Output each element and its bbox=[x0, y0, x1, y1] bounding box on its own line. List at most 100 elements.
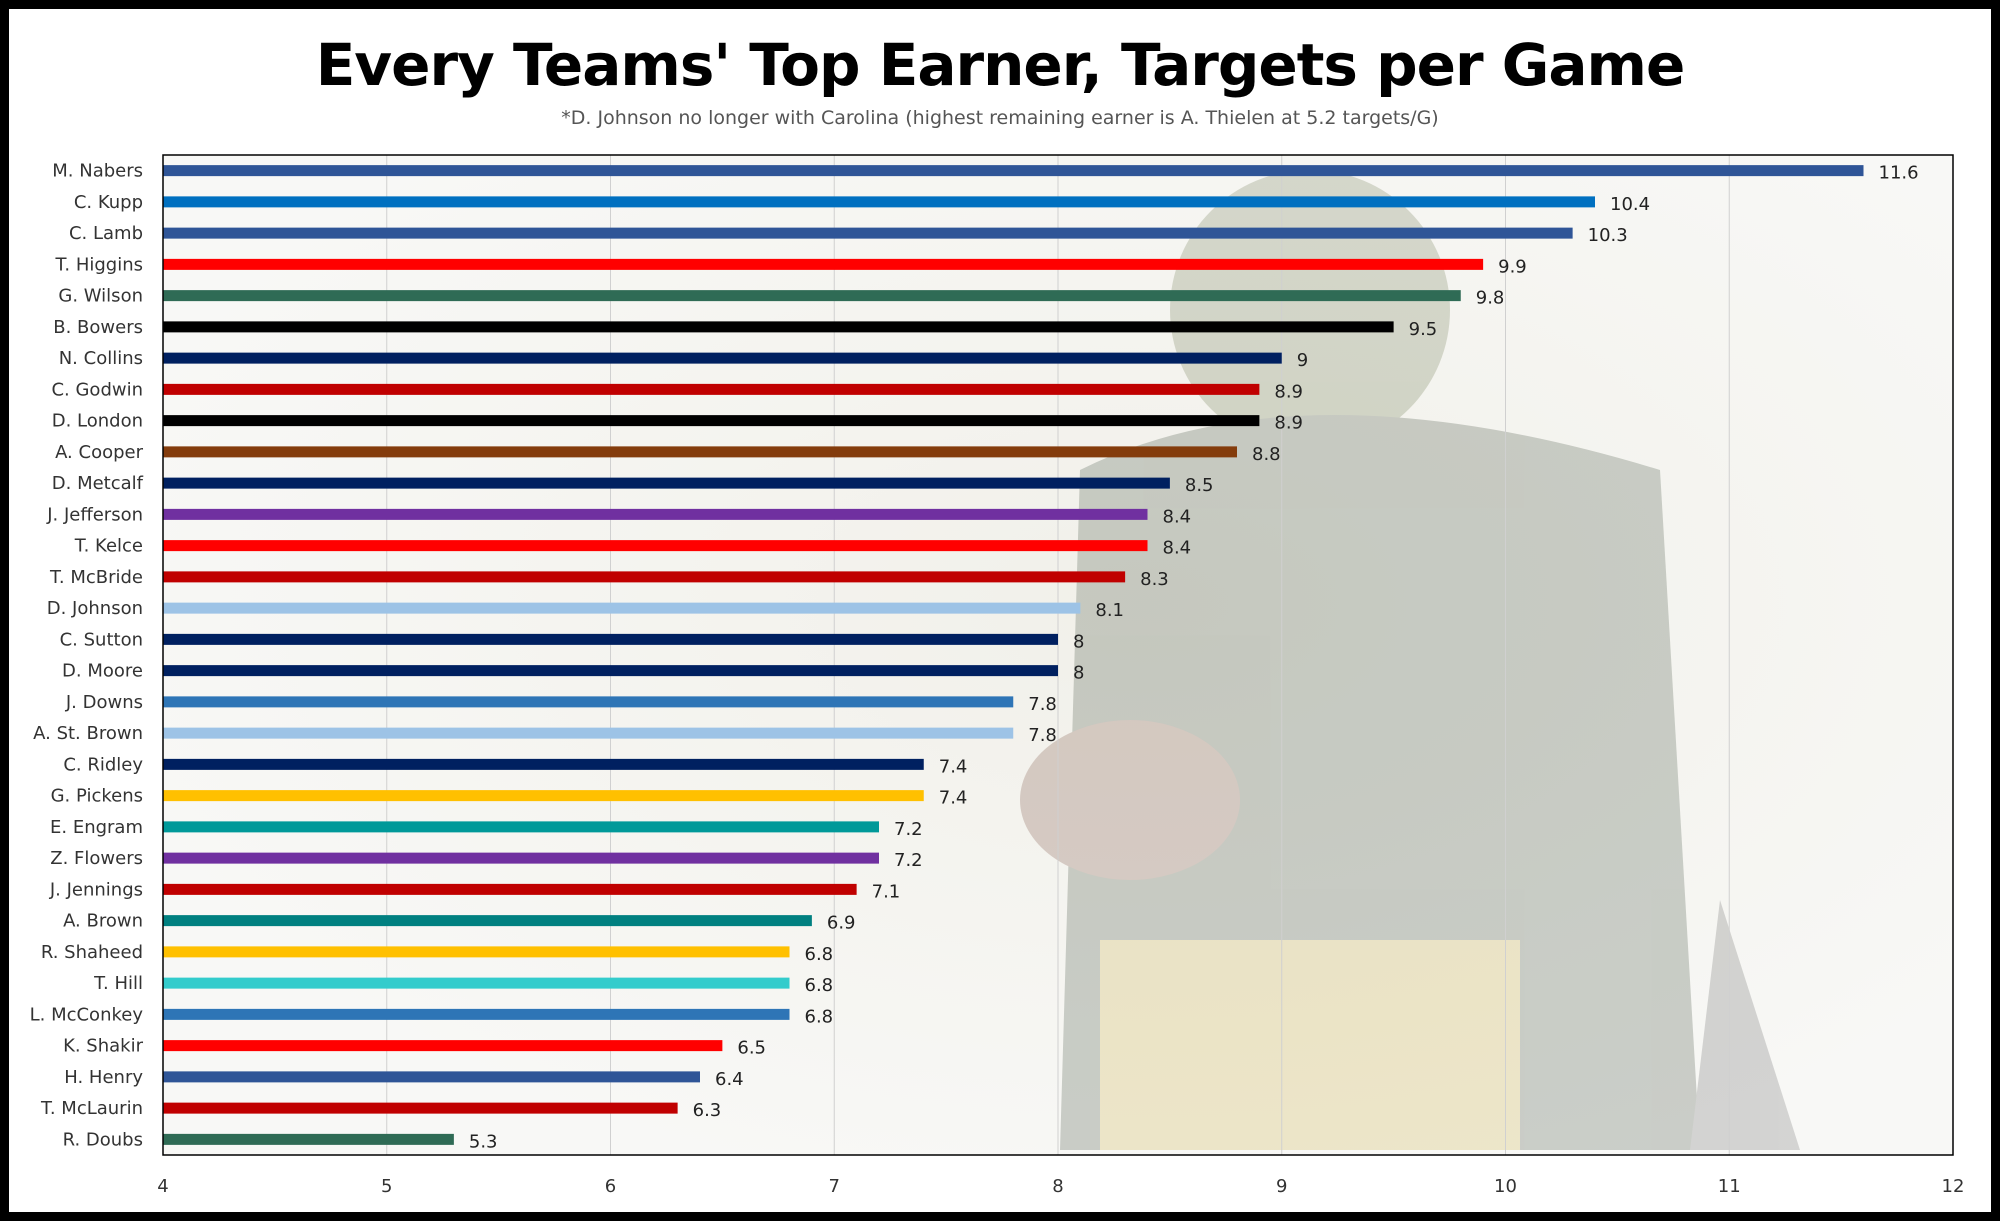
category-label: T. Higgins bbox=[55, 254, 143, 275]
value-label: 9.8 bbox=[1476, 288, 1505, 309]
bar bbox=[163, 352, 1282, 364]
bar bbox=[163, 165, 1864, 177]
value-label: 6.4 bbox=[715, 1069, 744, 1090]
category-label: A. Cooper bbox=[55, 442, 144, 463]
value-label: 8.4 bbox=[1163, 506, 1192, 527]
x-tick-label: 10 bbox=[1494, 1176, 1517, 1197]
bar bbox=[163, 602, 1081, 614]
category-label: T. Hill bbox=[93, 973, 143, 994]
bar bbox=[163, 915, 812, 927]
value-label: 7.2 bbox=[894, 819, 923, 840]
bar bbox=[163, 633, 1058, 645]
bar bbox=[163, 852, 879, 864]
x-tick-label: 12 bbox=[1942, 1176, 1965, 1197]
category-label: D. Johnson bbox=[47, 598, 143, 619]
value-label: 6.9 bbox=[827, 913, 856, 934]
bar bbox=[163, 258, 1484, 270]
bar bbox=[163, 477, 1170, 489]
category-label: L. McConkey bbox=[30, 1004, 144, 1025]
value-label: 8.5 bbox=[1185, 475, 1214, 496]
value-label: 7.4 bbox=[939, 756, 968, 777]
category-label: T. McLaurin bbox=[40, 1098, 143, 1119]
value-label: 6.3 bbox=[693, 1100, 722, 1121]
bar bbox=[163, 821, 879, 833]
value-label: 11.6 bbox=[1879, 163, 1919, 184]
category-label: E. Engram bbox=[50, 817, 143, 838]
value-label: 5.3 bbox=[469, 1131, 498, 1152]
category-label: T. McBride bbox=[49, 567, 143, 588]
chart-title: Every Teams' Top Earner, Targets per Gam… bbox=[315, 31, 1686, 99]
value-label: 9.9 bbox=[1498, 256, 1527, 277]
value-label: 6.8 bbox=[805, 944, 834, 965]
category-label: J. Jefferson bbox=[46, 504, 143, 525]
category-label: K. Shakir bbox=[63, 1036, 144, 1057]
bar bbox=[163, 1040, 723, 1052]
bar bbox=[163, 540, 1148, 552]
category-label: M. Nabers bbox=[52, 161, 143, 182]
value-label: 8.4 bbox=[1163, 538, 1192, 559]
value-label: 6.5 bbox=[737, 1038, 766, 1059]
bar bbox=[163, 227, 1573, 239]
category-label: C. Lamb bbox=[69, 223, 143, 244]
value-label: 8.9 bbox=[1274, 381, 1303, 402]
bar bbox=[163, 946, 790, 958]
value-label: 8.9 bbox=[1274, 413, 1303, 434]
bar bbox=[163, 446, 1237, 458]
category-label: N. Collins bbox=[59, 348, 143, 369]
value-label: 8.8 bbox=[1252, 444, 1281, 465]
x-tick-label: 9 bbox=[1276, 1176, 1287, 1197]
value-label: 7.2 bbox=[894, 850, 923, 871]
category-label: C. Ridley bbox=[63, 754, 143, 775]
x-tick-label: 7 bbox=[829, 1176, 840, 1197]
bar bbox=[163, 727, 1014, 739]
category-label: G. Wilson bbox=[58, 286, 143, 307]
category-label: H. Henry bbox=[64, 1067, 143, 1088]
value-labels: 11.6 10.4 10.3 9.9 9.8 9.5 9 8.9 8.9 8.8 8.5 8.4 8.4… bbox=[469, 163, 1919, 1153]
x-tick-label: 11 bbox=[1718, 1176, 1741, 1197]
bar bbox=[163, 1102, 678, 1114]
category-label: A. St. Brown bbox=[33, 723, 143, 744]
value-label: 8 bbox=[1073, 631, 1084, 652]
player-photo-watermark bbox=[1020, 170, 1800, 1150]
category-label: A. Brown bbox=[63, 911, 143, 932]
bar bbox=[163, 415, 1260, 427]
bar bbox=[163, 1071, 700, 1083]
x-axis-ticks: 4 5 6 7 8 9 10 11 12 bbox=[157, 1176, 1964, 1197]
bar bbox=[163, 508, 1148, 520]
x-tick-label: 4 bbox=[157, 1176, 168, 1197]
bar bbox=[163, 1133, 454, 1145]
bar bbox=[163, 758, 924, 770]
category-label: J. Jennings bbox=[49, 879, 143, 900]
bar bbox=[163, 790, 924, 802]
x-tick-label: 6 bbox=[605, 1176, 616, 1197]
value-label: 8.1 bbox=[1095, 600, 1124, 621]
category-label: J. Downs bbox=[65, 692, 143, 713]
category-label: D. Moore bbox=[62, 661, 143, 682]
value-label: 7.8 bbox=[1028, 694, 1057, 715]
value-label: 8.3 bbox=[1140, 569, 1169, 590]
category-label: C. Sutton bbox=[60, 629, 143, 650]
bars-group bbox=[163, 165, 1864, 1145]
value-label: 6.8 bbox=[805, 1006, 834, 1027]
category-label: C. Kupp bbox=[74, 192, 143, 213]
bar bbox=[163, 977, 790, 989]
x-tick-label: 5 bbox=[381, 1176, 392, 1197]
bar bbox=[163, 883, 857, 895]
x-tick-label: 8 bbox=[1052, 1176, 1063, 1197]
category-label: T. Kelce bbox=[74, 536, 143, 557]
category-label: D. Metcalf bbox=[52, 473, 144, 494]
bar bbox=[163, 696, 1014, 708]
category-label: R. Shaheed bbox=[41, 942, 143, 963]
value-label: 6.8 bbox=[805, 975, 834, 996]
bar bbox=[163, 321, 1394, 333]
value-label: 7.8 bbox=[1028, 725, 1057, 746]
bar bbox=[163, 196, 1595, 208]
value-label: 10.3 bbox=[1588, 225, 1628, 246]
value-label: 8 bbox=[1073, 663, 1084, 684]
chart-subtitle: *D. Johnson no longer with Carolina (hig… bbox=[561, 107, 1439, 129]
bar bbox=[163, 1008, 790, 1020]
value-label: 10.4 bbox=[1610, 194, 1650, 215]
value-label: 7.4 bbox=[939, 788, 968, 809]
value-label: 9 bbox=[1297, 350, 1308, 371]
